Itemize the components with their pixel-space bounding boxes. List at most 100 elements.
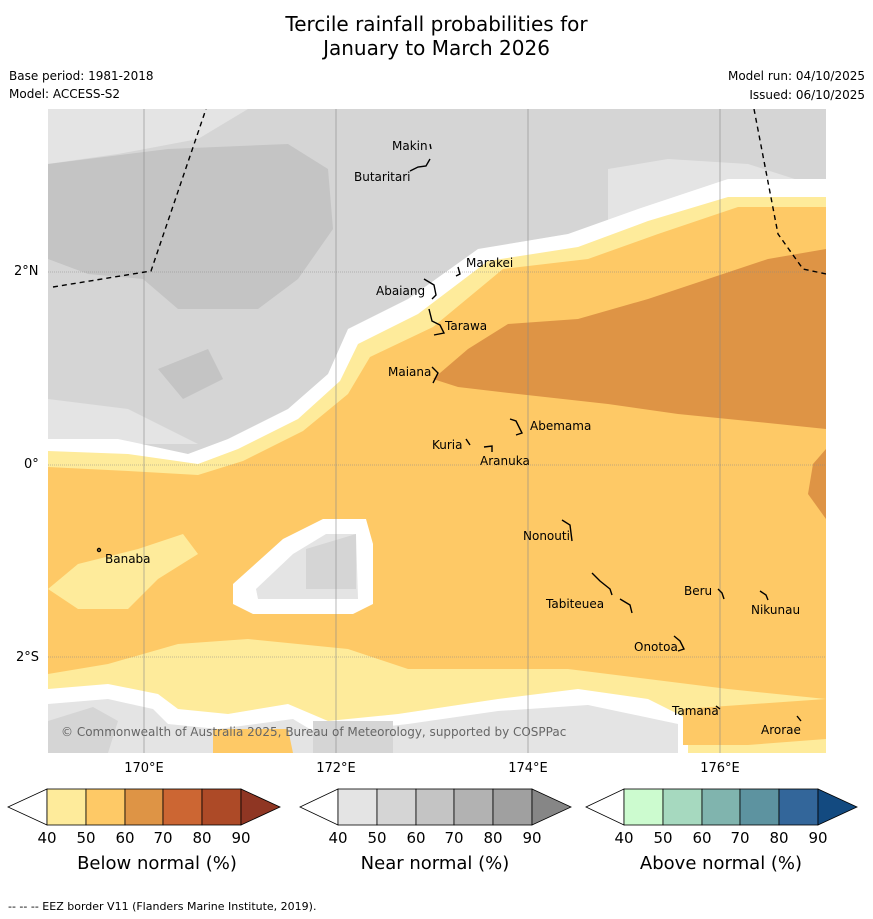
below-normal-70-region [433,249,826,429]
colorbar-near-title: Near normal (%) [360,853,510,874]
tick-near-70: 70 [444,829,464,847]
island-kuria [465,438,471,446]
colorbar-above-title: Above normal (%) [639,853,803,874]
lon-label-176e: 176°E [700,761,740,776]
island-nonouti [561,519,573,542]
label-abemama: Abemama [530,419,592,433]
map-canvas [48,108,827,753]
colorbar-above-low-triangle [585,788,625,826]
island-makin [429,143,432,150]
below-normal-70-edge [808,449,826,519]
colorbar-below-high-triangle [240,788,281,826]
colorbar-near-bin-4 [453,788,494,826]
island-tarawa [428,308,446,336]
label-tamana: Tamana [672,704,719,718]
island-marakei [455,266,461,277]
label-nonouti: Nonouti [523,529,570,543]
colorbar-above-bin-5 [778,788,819,826]
colorbar-below-bin-3 [124,788,164,826]
base-period-label: Base period: 1981-2018 [9,69,154,83]
tick-above-60: 60 [692,829,712,847]
label-kuria: Kuria [432,438,463,452]
colorbar-near-bin-5 [492,788,533,826]
label-marakei: Marakei [466,256,514,270]
colorbar-below-title: Below normal (%) [77,853,237,874]
near-normal-60-hole [306,534,356,589]
island-nikunau [759,590,769,601]
island-butaritari [409,158,431,172]
tick-below-50: 50 [76,829,96,847]
tick-above-80: 80 [769,829,789,847]
label-beru: Beru [684,584,713,598]
label-arorae: Arorae [761,723,801,737]
tick-above-70: 70 [730,829,750,847]
colorbar-below-bin-4 [162,788,203,826]
copyright-notice: © Commonwealth of Australia 2025, Bureau… [61,725,567,739]
label-onotoa: Onotoa [634,640,678,654]
eez-border [52,108,827,288]
colorbar-near [299,788,572,826]
label-tabiteuea: Tabiteuea [546,597,605,611]
graticule [48,109,826,753]
island-tamana [715,705,721,710]
colorbar-near-bin-1 [337,788,378,826]
title-line-1: Tercile rainfall probabilities for [285,12,588,36]
near-normal-50-patch-west [48,399,198,444]
lat-label-0: 0° [24,457,39,472]
tick-near-80: 80 [483,829,503,847]
lon-label-170e: 170°E [124,761,164,776]
colorbars [7,788,858,826]
near-normal-50-south [48,699,678,753]
tick-below-40: 40 [37,829,57,847]
tick-below-90: 90 [231,829,251,847]
colorbar-above-bin-2 [662,788,703,826]
label-maiana: Maiana [388,365,432,379]
near-normal-70-patch [48,144,333,309]
island-maiana [431,366,439,384]
tick-near-50: 50 [367,829,387,847]
eez-border-west [52,108,207,288]
near-normal-70-small-patch [158,349,223,399]
island-tabiteuea-south [619,598,633,614]
colorbar-above-bin-1 [623,788,664,826]
island-arorae [796,715,802,722]
lat-label-2s: 2°S [16,650,40,665]
near-normal-60-southwest [48,707,118,753]
label-tarawa: Tarawa [445,319,488,333]
label-abaiang: Abaiang [376,284,426,298]
lat-label-2n: 2°N [14,264,39,279]
colorbar-above-high-triangle [817,788,858,826]
tick-below-80: 80 [192,829,212,847]
colorbar-above [585,788,858,826]
tick-above-90: 90 [808,829,828,847]
tick-below-70: 70 [153,829,173,847]
tick-above-40: 40 [614,829,634,847]
colorbar-above-bin-4 [739,788,780,826]
island-outlines [96,143,802,722]
colorbar-near-low-triangle [299,788,339,826]
tick-near-90: 90 [522,829,542,847]
tick-near-60: 60 [406,829,426,847]
lon-label-172e: 172°E [316,761,356,776]
tick-above-50: 50 [653,829,673,847]
below-normal-60-south-patch [213,729,293,753]
island-onotoa [673,635,685,652]
colorbar-below-bin-1 [46,788,87,826]
island-aranuka [483,445,493,452]
title-line-2: January to March 2026 [323,36,550,60]
model-label: Model: ACCESS-S2 [9,87,121,101]
colorbar-below-bin-5 [201,788,242,826]
label-makin: Makin [392,139,428,153]
colorbar-below [7,788,281,826]
near-normal-50-patch [48,109,248,164]
label-banaba: Banaba [105,552,151,566]
colorbar-above-bin-3 [701,788,741,826]
issued-label: Issued: 06/10/2025 [749,88,865,102]
label-aranuka: Aranuka [480,454,530,468]
colorbar-below-low-triangle [7,788,48,826]
island-abemama [509,418,523,436]
island-banaba [96,547,102,553]
island-abaiang [423,278,437,300]
near-normal-60-south-patch [313,721,393,753]
colorbar-near-bin-2 [376,788,417,826]
